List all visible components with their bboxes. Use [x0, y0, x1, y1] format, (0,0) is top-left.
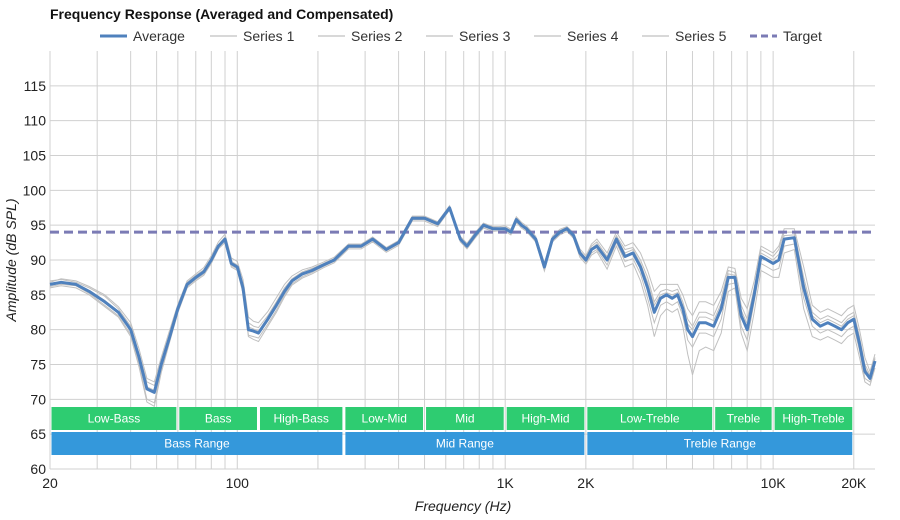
series-3-line [49, 204, 876, 383]
legend-label: Series 2 [351, 28, 403, 44]
y-tick-label: 80 [30, 322, 46, 338]
y-tick-label: 60 [30, 461, 46, 477]
band-upper-label: Low-Treble [620, 412, 680, 426]
x-tick-label: 10K [761, 475, 787, 491]
band-upper-rect [587, 407, 713, 430]
band-upper-rect [506, 407, 585, 430]
x-tick-label: 20 [42, 475, 58, 491]
band-upper-rect [774, 407, 853, 430]
band-upper-rect [345, 407, 424, 430]
band-lower-rect [51, 432, 343, 455]
band-lower-label: Treble Range [684, 437, 757, 451]
band-upper-label: High-Bass [274, 412, 329, 426]
y-axis-label: Amplitude (dB SPL) [3, 199, 19, 323]
x-axis-ticks: 20 100 1K 2K 10K 20K [42, 475, 867, 491]
y-tick-label: 115 [24, 78, 47, 94]
band-lower-rect [345, 432, 585, 455]
y-tick-label: 85 [30, 287, 46, 303]
chart-title: Frequency Response (Averaged and Compens… [50, 6, 393, 22]
band-lower-label: Bass Range [164, 437, 230, 451]
y-tick-label: 65 [30, 426, 46, 442]
band-upper-label: Low-Mid [362, 412, 407, 426]
x-tick-label: 20K [841, 475, 867, 491]
frequency-bands: Low-Bass Bass High-Bass Low-Mid Mid High-Mid L… [51, 407, 853, 455]
y-tick-label: 110 [24, 113, 47, 129]
legend-label: Average [133, 28, 185, 44]
band-upper-label: High-Mid [522, 412, 570, 426]
y-tick-label: 95 [30, 217, 46, 233]
band-upper-rect [179, 407, 257, 430]
y-tick-label: 75 [30, 357, 46, 373]
legend-label: Series 1 [243, 28, 295, 44]
band-upper-rect [259, 407, 343, 430]
band-lower-rect [587, 432, 853, 455]
grid [49, 51, 875, 470]
x-axis-label: Frequency (Hz) [415, 498, 511, 514]
band-upper-label: Low-Bass [88, 412, 141, 426]
legend-label: Series 3 [459, 28, 511, 44]
legend-label: Target [783, 28, 822, 44]
x-tick-label: 100 [226, 475, 250, 491]
band-upper-label: Treble [727, 412, 761, 426]
band-upper-label: Mid [455, 412, 474, 426]
band-upper-label: High-Treble [782, 412, 845, 426]
y-tick-label: 90 [30, 252, 46, 268]
series-1-line [49, 206, 876, 387]
band-upper-rect [426, 407, 504, 430]
legend: Average Series 1 Series 2 Series 3 Series 4 S… [100, 28, 822, 44]
y-tick-label: 105 [23, 148, 47, 164]
y-tick-label: 70 [30, 391, 46, 407]
band-lower-label: Mid Range [436, 437, 494, 451]
band-upper-label: Bass [205, 412, 232, 426]
x-tick-label: 1K [497, 475, 515, 491]
average-line [49, 206, 877, 394]
y-axis-ticks: 60 65 70 75 80 85 90 95 100 105 110 115 [23, 78, 47, 477]
series-4-line [49, 208, 876, 408]
band-upper-rect [715, 407, 772, 430]
x-tick-label: 2K [577, 475, 595, 491]
average-line-group [49, 206, 877, 394]
band-upper-rect [51, 407, 177, 430]
y-tick-label: 100 [23, 182, 47, 198]
legend-label: Series 5 [675, 28, 727, 44]
legend-label: Series 4 [567, 28, 619, 44]
